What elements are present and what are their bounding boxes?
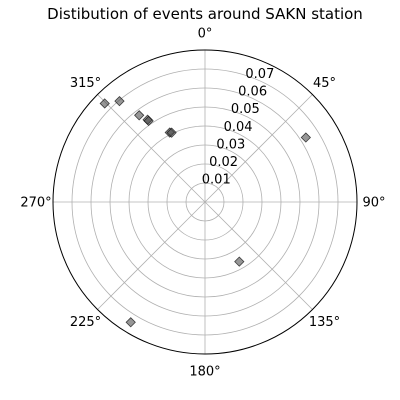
angle-tick-label: 270° bbox=[20, 196, 51, 211]
angular-gridline bbox=[204, 94, 313, 203]
angle-tick-label: 45° bbox=[313, 76, 336, 91]
angle-tick-label: 135° bbox=[309, 315, 340, 330]
radial-tick-label: 0.06 bbox=[238, 85, 267, 100]
radial-tick-label: 0.02 bbox=[209, 155, 238, 170]
angular-gridline bbox=[97, 201, 206, 310]
angle-tick-label: 180° bbox=[189, 365, 220, 380]
data-point bbox=[125, 317, 136, 328]
angle-tick-label: 315° bbox=[70, 76, 101, 91]
chart-title: Distibution of events around SAKN statio… bbox=[47, 5, 363, 23]
angle-tick-label: 90° bbox=[362, 196, 385, 211]
angular-gridline bbox=[204, 201, 313, 310]
data-point bbox=[300, 132, 312, 143]
radial-tick-label: 0.04 bbox=[224, 120, 253, 135]
data-point bbox=[166, 127, 177, 138]
data-point bbox=[234, 256, 245, 267]
radial-tick-label: 0.03 bbox=[216, 137, 245, 152]
tick-labels: 0° 45° 90° 135° 180° 225° 270° 315° 0.01 0.02 0.03… bbox=[20, 27, 385, 380]
angle-tick-label: 0° bbox=[198, 27, 213, 42]
radial-tick-label: 0.07 bbox=[245, 67, 274, 82]
angle-tick-label: 225° bbox=[70, 315, 101, 330]
radial-tick-label: 0.01 bbox=[202, 172, 231, 187]
data-point bbox=[143, 115, 154, 127]
radial-tick-label: 0.05 bbox=[231, 102, 260, 117]
data-points bbox=[99, 95, 312, 328]
angular-gridline bbox=[97, 94, 206, 203]
data-point bbox=[134, 110, 145, 121]
data-point bbox=[99, 98, 110, 109]
grid bbox=[52, 49, 358, 355]
polar-frame bbox=[52, 49, 358, 355]
data-point bbox=[114, 95, 125, 107]
